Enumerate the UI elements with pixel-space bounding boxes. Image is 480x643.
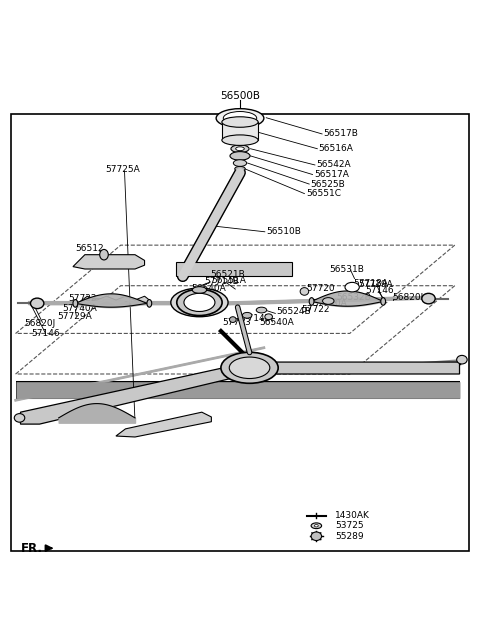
Text: 56532B: 56532B bbox=[336, 293, 371, 302]
Text: 56524B: 56524B bbox=[276, 307, 311, 316]
Ellipse shape bbox=[456, 356, 467, 364]
Ellipse shape bbox=[314, 525, 318, 527]
Ellipse shape bbox=[171, 288, 228, 317]
Text: 55289: 55289 bbox=[336, 532, 364, 541]
Text: 56540A: 56540A bbox=[259, 318, 294, 327]
Bar bbox=[176, 262, 291, 276]
Ellipse shape bbox=[323, 298, 334, 304]
Ellipse shape bbox=[229, 317, 236, 322]
Ellipse shape bbox=[345, 282, 360, 292]
Ellipse shape bbox=[177, 289, 222, 316]
Circle shape bbox=[34, 300, 40, 307]
Text: 56820J: 56820J bbox=[24, 320, 56, 329]
Text: 56517A: 56517A bbox=[314, 170, 349, 179]
Text: FR.: FR. bbox=[21, 541, 42, 555]
Ellipse shape bbox=[242, 312, 252, 318]
Text: 56500B: 56500B bbox=[220, 91, 260, 101]
Text: 57725A: 57725A bbox=[106, 165, 140, 174]
Ellipse shape bbox=[265, 314, 273, 320]
Ellipse shape bbox=[230, 152, 250, 160]
Ellipse shape bbox=[184, 293, 215, 311]
Text: 57740A: 57740A bbox=[62, 303, 97, 312]
Text: 56521B: 56521B bbox=[210, 270, 245, 279]
Text: 53725: 53725 bbox=[336, 521, 364, 530]
Text: 57722: 57722 bbox=[68, 294, 96, 303]
Ellipse shape bbox=[222, 135, 258, 145]
Bar bbox=[222, 122, 258, 140]
Text: 1430AK: 1430AK bbox=[336, 511, 370, 520]
Text: 56551C: 56551C bbox=[306, 189, 341, 198]
Text: 56516A: 56516A bbox=[319, 144, 354, 153]
Ellipse shape bbox=[231, 145, 249, 152]
Text: 56820H: 56820H bbox=[393, 293, 428, 302]
Ellipse shape bbox=[216, 109, 264, 128]
Ellipse shape bbox=[14, 413, 25, 422]
Polygon shape bbox=[73, 255, 144, 269]
Text: 57722: 57722 bbox=[301, 305, 330, 314]
Text: 56510B: 56510B bbox=[266, 227, 301, 236]
Text: 56512: 56512 bbox=[75, 244, 104, 253]
Text: 57729A: 57729A bbox=[58, 312, 93, 322]
Circle shape bbox=[425, 295, 432, 302]
Ellipse shape bbox=[256, 307, 267, 313]
Ellipse shape bbox=[422, 293, 435, 304]
Text: 57146: 57146 bbox=[365, 286, 394, 295]
Text: 57740A: 57740A bbox=[312, 300, 348, 309]
Text: 57714B: 57714B bbox=[204, 277, 240, 286]
Text: 57720: 57720 bbox=[306, 284, 335, 293]
Ellipse shape bbox=[235, 167, 245, 171]
Text: 56517B: 56517B bbox=[324, 129, 359, 138]
Ellipse shape bbox=[223, 111, 257, 125]
Text: 57753: 57753 bbox=[222, 318, 251, 327]
Ellipse shape bbox=[311, 523, 322, 529]
Text: 57718A: 57718A bbox=[354, 279, 388, 288]
Ellipse shape bbox=[311, 532, 322, 541]
Text: 56540A: 56540A bbox=[192, 284, 226, 293]
Text: 56531B: 56531B bbox=[330, 266, 365, 275]
Ellipse shape bbox=[100, 249, 108, 260]
Ellipse shape bbox=[233, 159, 247, 167]
Ellipse shape bbox=[381, 298, 385, 305]
Ellipse shape bbox=[229, 357, 270, 379]
Ellipse shape bbox=[192, 287, 206, 293]
Ellipse shape bbox=[309, 298, 314, 305]
Ellipse shape bbox=[222, 117, 258, 127]
Ellipse shape bbox=[221, 352, 278, 383]
Ellipse shape bbox=[73, 300, 78, 307]
Text: 57714B: 57714B bbox=[236, 314, 271, 323]
Text: 57729A: 57729A bbox=[359, 280, 393, 289]
Text: 56525B: 56525B bbox=[311, 179, 346, 188]
Polygon shape bbox=[21, 362, 459, 424]
Ellipse shape bbox=[236, 147, 244, 150]
Text: 56551A: 56551A bbox=[211, 276, 246, 285]
Ellipse shape bbox=[147, 300, 152, 307]
Circle shape bbox=[313, 534, 319, 539]
Text: 57146: 57146 bbox=[31, 329, 60, 338]
Ellipse shape bbox=[31, 298, 44, 309]
Polygon shape bbox=[116, 412, 211, 437]
Text: 56542A: 56542A bbox=[316, 161, 351, 170]
Ellipse shape bbox=[300, 287, 309, 295]
